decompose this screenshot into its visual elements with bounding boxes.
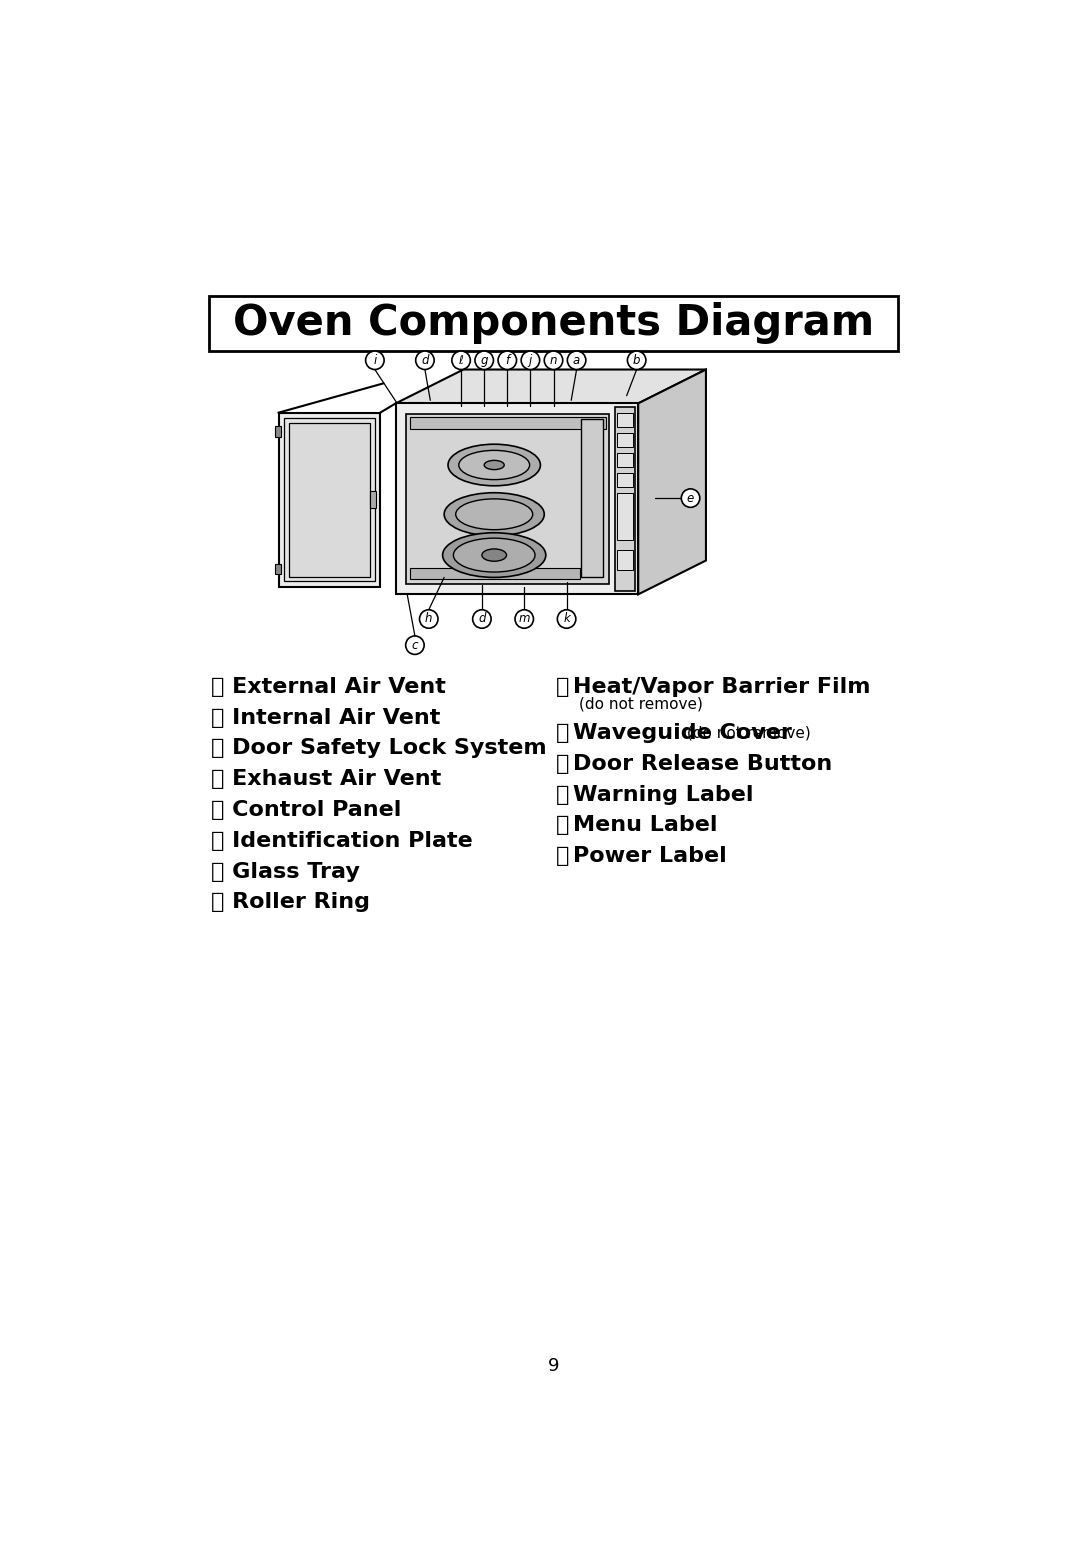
Polygon shape [638,369,706,595]
Text: ⓝ: ⓝ [556,847,577,865]
Bar [409,568,580,579]
Ellipse shape [456,499,532,529]
Text: ⓛ: ⓛ [556,784,577,804]
Text: Power Label: Power Label [572,847,727,865]
Circle shape [567,351,585,369]
Polygon shape [395,369,706,404]
Bar [618,432,633,448]
Text: n: n [550,354,557,366]
Text: a: a [573,354,580,366]
Text: (do not remove): (do not remove) [683,726,811,740]
Circle shape [557,610,576,628]
Text: ⓑ Internal Air Vent: ⓑ Internal Air Vent [211,707,441,728]
Bar [370,491,377,509]
Text: ⓔ Control Panel: ⓔ Control Panel [211,800,402,820]
Bar [618,493,633,540]
Text: ⓖ Glass Tray: ⓖ Glass Tray [211,862,360,881]
Circle shape [515,610,534,628]
Text: ⓚ: ⓚ [556,754,577,773]
Ellipse shape [443,532,545,577]
Ellipse shape [484,460,504,469]
Text: ⓙ: ⓙ [556,723,577,743]
Bar [618,551,633,571]
Text: ⓒ Door Safety Lock System: ⓒ Door Safety Lock System [211,739,546,759]
Text: b: b [633,354,640,366]
Circle shape [498,351,516,369]
Text: ⓐ External Air Vent: ⓐ External Air Vent [211,676,446,696]
Bar [581,419,603,577]
Text: i: i [374,354,377,366]
Text: d: d [421,354,429,366]
Text: c: c [411,639,418,651]
Text: ⓓ Exhaust Air Vent: ⓓ Exhaust Air Vent [211,768,441,789]
Bar [409,418,606,429]
Circle shape [416,351,434,369]
Circle shape [627,351,646,369]
Text: ⓜ: ⓜ [556,815,577,836]
Bar [618,473,633,487]
Text: m: m [518,612,530,626]
Bar [618,413,633,427]
Circle shape [544,351,563,369]
Bar [284,418,375,581]
Bar [208,296,899,351]
Circle shape [522,351,540,369]
Text: k: k [563,612,570,626]
Ellipse shape [482,549,507,562]
Circle shape [406,635,424,654]
Text: Warning Label: Warning Label [572,784,753,804]
Text: ⓕ Identification Plate: ⓕ Identification Plate [211,831,473,851]
Ellipse shape [454,538,535,573]
Text: Oven Components Diagram: Oven Components Diagram [233,302,874,344]
Bar [279,413,380,587]
Text: ⓗ Roller Ring: ⓗ Roller Ring [211,892,369,912]
Text: 9: 9 [548,1357,559,1376]
Ellipse shape [459,451,529,479]
Text: ⓘ: ⓘ [556,676,577,696]
Text: Heat/Vapor Barrier Film: Heat/Vapor Barrier Film [572,676,870,696]
Bar [274,563,281,573]
Circle shape [451,351,471,369]
Circle shape [473,610,491,628]
Text: j: j [529,354,532,366]
Text: d: d [478,612,486,626]
Circle shape [475,351,494,369]
Bar [395,404,638,595]
Text: Menu Label: Menu Label [572,815,717,836]
Text: Door Release Button: Door Release Button [572,754,832,773]
Ellipse shape [444,493,544,535]
Text: Waveguide Cover: Waveguide Cover [572,723,792,743]
Text: e: e [687,491,694,504]
Ellipse shape [448,444,540,485]
Bar [616,407,635,590]
Bar [274,427,281,437]
Circle shape [681,488,700,507]
Circle shape [366,351,384,369]
Text: h: h [426,612,432,626]
Bar [618,452,633,468]
Text: f: f [505,354,510,366]
Text: (do not remove): (do not remove) [579,696,703,711]
Bar [288,423,370,576]
Circle shape [419,610,438,628]
Bar [406,415,609,584]
Text: ℓ: ℓ [459,354,463,366]
Text: g: g [481,354,488,366]
